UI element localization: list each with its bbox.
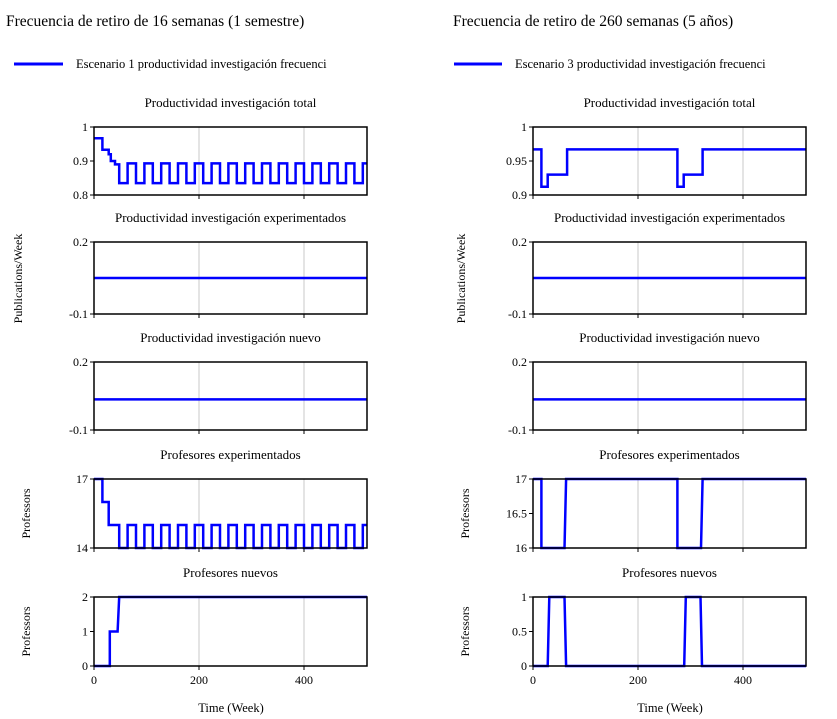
right-ytick-label-5-0: 1 [521, 590, 527, 604]
left-panel-frame-3 [93, 361, 368, 431]
left-panel-title-4: Profesores experimentados [160, 447, 300, 462]
left-panel-frame-1 [93, 126, 368, 196]
left-column-title: Frecuencia de retiro de 16 semanas (1 se… [6, 13, 304, 30]
left-ytick-label-2-0: 0.2 [73, 235, 88, 249]
right-ytick-label-2-0: 0.2 [512, 235, 527, 249]
left-ytick-label-3-1: -0.1 [69, 423, 88, 437]
right-ytick-label-3-0: 0.2 [512, 355, 527, 369]
left-ytick-label-2-1: -0.1 [69, 307, 88, 321]
left-ytick-label-5-2: 0 [82, 659, 88, 673]
right-ytick-label-5-1: 0.5 [512, 625, 527, 639]
right-panel-title-5: Profesores nuevos [622, 565, 717, 580]
right-xtick-label-1: 200 [629, 673, 647, 687]
left-panel-title-2: Productividad investigación experimentad… [115, 210, 346, 225]
right-ytick-label-4-0: 17 [515, 472, 527, 486]
right-ytick-label-1-2: 0.9 [512, 188, 527, 202]
right-ytick-label-1-1: 0.95 [506, 154, 527, 168]
right-ytick-label-4-2: 16 [515, 541, 527, 555]
left-series-line-4 [94, 477, 367, 550]
left-x-axis-label: Time (Week) [198, 701, 264, 715]
left-panel-frame-2 [93, 241, 368, 315]
right-panel-title-4: Profesores experimentados [599, 447, 739, 462]
right-shared-y-axis-label: Publications/Week [454, 234, 468, 324]
right-legend-label: Escenario 3 productividad investigación … [515, 57, 766, 71]
left-xtick-label-1: 200 [190, 673, 208, 687]
right-panel-frame-1 [532, 126, 807, 196]
left-ytick-label-5-1: 1 [82, 625, 88, 639]
right-series-line-5 [533, 595, 806, 668]
left-ytick-label-4-0: 17 [76, 472, 88, 486]
left-xtick-label-2: 400 [295, 673, 313, 687]
left-panel-y-axis-label-5: Professors [19, 606, 33, 656]
right-xtick-label-2: 400 [734, 673, 752, 687]
right-panel-frame-2 [532, 241, 807, 315]
right-series-line-4 [533, 477, 806, 550]
left-panel-frame-4 [93, 478, 368, 549]
right-panel-frame-4 [532, 478, 807, 549]
right-ytick-label-4-1: 16.5 [506, 507, 527, 521]
right-ytick-label-2-1: -0.1 [508, 307, 527, 321]
right-ytick-label-3-1: -0.1 [508, 423, 527, 437]
right-panel-y-axis-label-5: Professors [458, 606, 472, 656]
right-ytick-label-5-2: 0 [521, 659, 527, 673]
left-panel-title-5: Profesores nuevos [183, 565, 278, 580]
left-shared-y-axis-label: Publications/Week [11, 234, 25, 324]
left-ytick-label-4-1: 14 [76, 541, 88, 555]
left-ytick-label-1-1: 0.9 [73, 154, 88, 168]
left-ytick-label-1-2: 0.8 [73, 188, 88, 202]
right-panel-frame-3 [532, 361, 807, 431]
right-series-line-1 [533, 148, 806, 189]
right-panel-title-1: Productividad investigación total [584, 95, 756, 110]
left-panel-frame-5 [93, 596, 368, 667]
left-ytick-label-5-0: 2 [82, 590, 88, 604]
right-x-axis-label: Time (Week) [637, 701, 703, 715]
left-panel-title-1: Productividad investigación total [145, 95, 317, 110]
right-panel-y-axis-label-4: Professors [458, 488, 472, 538]
right-column-title: Frecuencia de retiro de 260 semanas (5 a… [453, 13, 733, 30]
left-ytick-label-1-0: 1 [82, 120, 88, 134]
left-panel-y-axis-label-4: Professors [19, 488, 33, 538]
left-series-line-1 [94, 136, 367, 185]
left-panel-title-3: Productividad investigación nuevo [140, 330, 321, 345]
right-ytick-label-1-0: 1 [521, 120, 527, 134]
right-panel-frame-5 [532, 596, 807, 667]
right-panel-title-2: Productividad investigación experimentad… [554, 210, 785, 225]
left-series-line-5 [94, 595, 367, 668]
left-ytick-label-3-0: 0.2 [73, 355, 88, 369]
right-panel-title-3: Productividad investigación nuevo [579, 330, 760, 345]
right-xtick-label-0: 0 [530, 673, 536, 687]
left-legend-label: Escenario 1 productividad investigación … [76, 57, 327, 71]
left-xtick-label-0: 0 [91, 673, 97, 687]
